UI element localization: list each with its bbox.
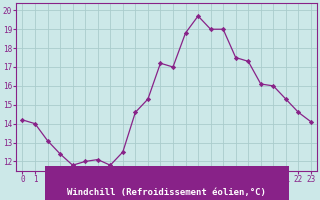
X-axis label: Windchill (Refroidissement éolien,°C): Windchill (Refroidissement éolien,°C) xyxy=(67,188,266,197)
